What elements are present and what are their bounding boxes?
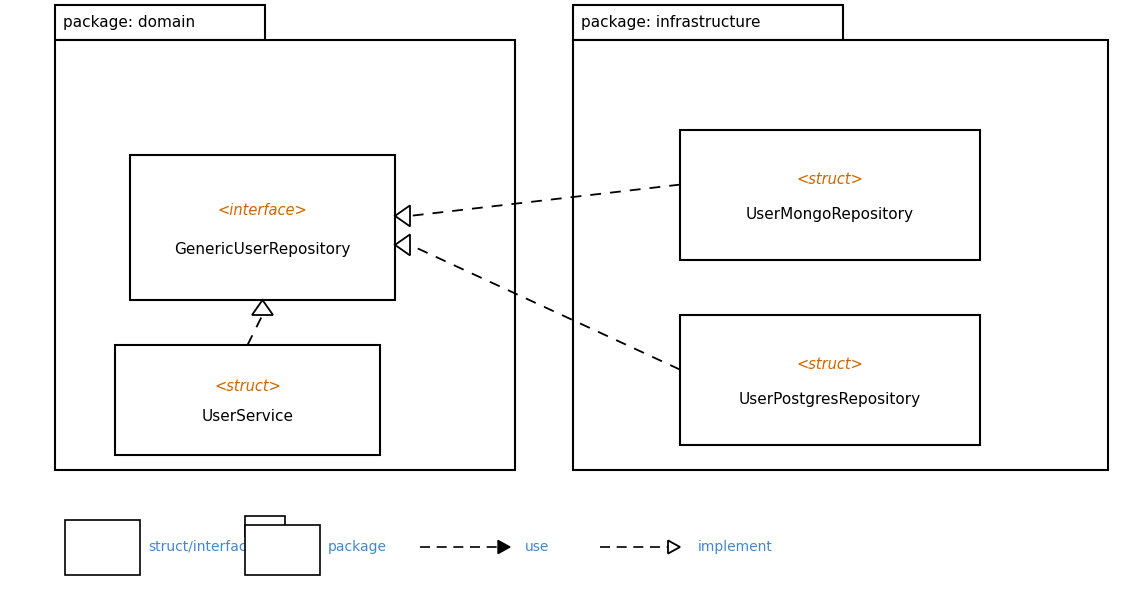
Text: <struct>: <struct> [214, 379, 281, 394]
Text: UserMongoRepository: UserMongoRepository [746, 207, 914, 222]
Bar [115, 345, 380, 455]
Text: <struct>: <struct> [797, 357, 863, 372]
Text: package: infrastructure: package: infrastructure [581, 15, 760, 30]
Bar [55, 40, 515, 470]
Bar [573, 40, 1108, 470]
Text: struct/interface: struct/interface [148, 540, 255, 554]
Text: use: use [525, 540, 550, 554]
Text: <interface>: <interface> [218, 203, 308, 218]
Text: package: domain: package: domain [63, 15, 195, 30]
Bar [65, 520, 140, 575]
Bar [55, 5, 265, 40]
Bar [680, 315, 980, 445]
Text: UserPostgresRepository: UserPostgresRepository [739, 392, 921, 407]
Text: package: package [328, 540, 387, 554]
Text: UserService: UserService [202, 409, 294, 424]
Bar [130, 155, 395, 300]
Bar [245, 516, 285, 536]
Text: GenericUserRepository: GenericUserRepository [174, 242, 350, 257]
Bar [680, 130, 980, 260]
Polygon shape [498, 540, 510, 554]
Text: <struct>: <struct> [797, 172, 863, 187]
Text: implement: implement [698, 540, 773, 554]
Bar [245, 525, 320, 575]
Bar [573, 5, 843, 40]
